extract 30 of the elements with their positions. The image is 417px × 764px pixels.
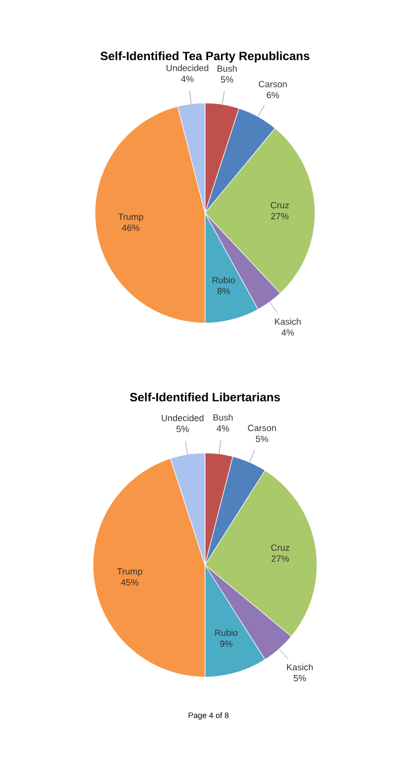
data-label: 5% <box>256 436 268 442</box>
slice-label: Carson <box>258 80 287 88</box>
data-label: 45% <box>121 579 138 586</box>
slice-label: Bush <box>213 414 233 421</box>
chart-title: Self-Identified Tea Party Republicans <box>100 51 310 63</box>
data-label: 5% <box>294 675 306 682</box>
chart-title: Self-Identified Libertarians <box>130 392 280 402</box>
data-label: 4% <box>281 329 294 336</box>
slice-label: Kasich <box>287 664 313 670</box>
slice-label: Undecided <box>166 64 208 72</box>
data-label: 46% <box>122 224 140 231</box>
data-label: 5% <box>220 76 234 83</box>
slice-label: Trump <box>118 214 144 222</box>
data-label: 5% <box>176 426 189 432</box>
data-label: 27% <box>271 212 288 220</box>
data-label: 6% <box>266 92 279 98</box>
slice-label: Carson <box>248 424 276 432</box>
slice-label: Bush <box>218 65 237 72</box>
slice-label: Cruz <box>270 202 289 208</box>
slice-label: Trump <box>117 568 142 576</box>
data-label: 4% <box>181 76 194 82</box>
data-label: 4% <box>216 425 230 432</box>
data-label: 9% <box>220 640 232 647</box>
slice-label: Rubio <box>215 629 238 636</box>
slice-label: Kasich <box>275 318 301 325</box>
data-label: 27% <box>272 555 289 562</box>
slice-label: Cruz <box>271 544 290 551</box>
slice-label: Rubio <box>212 276 235 284</box>
data-label: 8% <box>218 288 230 294</box>
slice-label: Undecided <box>162 414 204 422</box>
